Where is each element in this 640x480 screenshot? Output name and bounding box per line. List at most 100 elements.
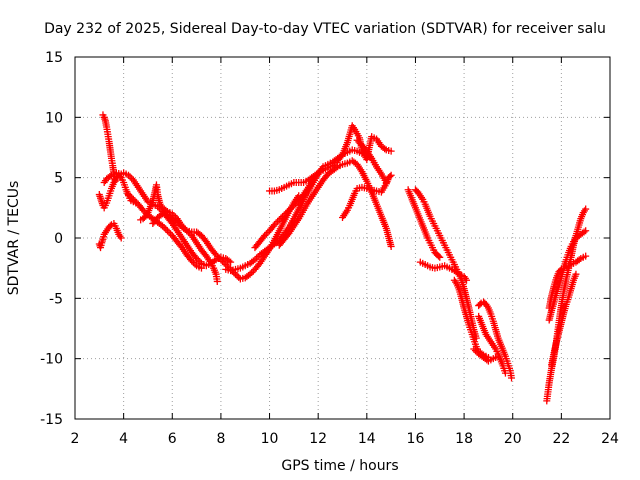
- data-point-s18: [476, 300, 484, 308]
- data-point-s13: [353, 136, 361, 144]
- data-point-s09: [282, 209, 290, 217]
- x-tick-label: 14: [358, 431, 376, 447]
- data-point-s14: [435, 252, 443, 260]
- data-point-s19: [501, 369, 509, 377]
- data-point-s06: [213, 277, 221, 285]
- grid-lines: [75, 57, 610, 419]
- x-tick-labels: 2 4 6 8 10 12 14 16 18 20 22 24: [71, 431, 619, 447]
- data-point-s20: [494, 352, 502, 360]
- y-tick-label: 10: [45, 110, 63, 126]
- x-tick-label: 16: [407, 431, 425, 447]
- data-point-s05: [163, 227, 171, 235]
- x-tick-label: 22: [552, 431, 570, 447]
- data-point-s05: [160, 224, 168, 232]
- data-point-s07: [217, 256, 225, 264]
- data-point-s10: [387, 147, 395, 155]
- data-point-s24: [572, 270, 580, 278]
- data-point-s09: [279, 213, 287, 221]
- x-tick-label: 10: [261, 431, 279, 447]
- data-point-s04: [196, 258, 204, 266]
- data-point-s09: [275, 216, 283, 224]
- y-tick-label: 5: [54, 171, 63, 187]
- y-tick-labels: -15 -10 -5 0 5 10 15: [40, 50, 63, 428]
- data-point-s06: [162, 206, 170, 214]
- data-point-s22: [575, 256, 583, 264]
- data-point-s09: [280, 211, 288, 219]
- data-point-s07: [233, 272, 241, 280]
- axis-ticks: [74, 56, 611, 420]
- data-point-s09: [270, 221, 278, 229]
- data-point-s07: [212, 251, 220, 259]
- data-point-s07: [215, 254, 223, 262]
- data-point-s05: [162, 225, 170, 233]
- data-point-s05: [159, 222, 167, 230]
- data-point-s10: [313, 170, 321, 178]
- x-tick-label: 20: [504, 431, 522, 447]
- data-point-s07: [235, 273, 243, 281]
- x-tick-label: 2: [71, 431, 80, 447]
- data-point-s12: [387, 171, 395, 179]
- data-point-s07: [181, 226, 189, 234]
- data-point-s13: [355, 138, 363, 146]
- data-point-s07: [214, 253, 222, 261]
- data-point-s09: [288, 203, 296, 211]
- x-tick-label: 12: [309, 431, 327, 447]
- data-point-s09: [285, 206, 293, 214]
- data-point-s09: [291, 200, 299, 208]
- data-point-s04: [227, 258, 235, 266]
- data-point-s05: [165, 228, 173, 236]
- data-point-s12: [386, 172, 394, 180]
- data-point-s07: [220, 259, 228, 267]
- data-point-s04: [125, 171, 132, 179]
- data-point-s16: [454, 269, 462, 277]
- data-point-s18: [508, 374, 516, 382]
- data-point-s01: [117, 234, 125, 242]
- data-point-s05: [129, 195, 137, 203]
- data-point-s09: [272, 219, 280, 227]
- x-axis-label: GPS time / hours: [281, 458, 398, 474]
- data-point-s07: [219, 257, 227, 265]
- x-tick-label: 6: [168, 431, 177, 447]
- data-point-s07: [246, 270, 254, 278]
- data-point-s04: [193, 255, 201, 263]
- x-tick-label: 8: [216, 431, 225, 447]
- data-points: [95, 111, 590, 405]
- data-point-s05: [197, 264, 205, 272]
- data-point-s20: [471, 347, 479, 355]
- data-point-s05: [125, 191, 132, 199]
- data-point-s16: [463, 276, 471, 284]
- data-point-s04: [126, 173, 134, 181]
- x-tick-label: 18: [455, 431, 473, 447]
- data-point-s07: [175, 220, 183, 228]
- data-point-s23: [582, 227, 590, 235]
- y-tick-label: -5: [49, 291, 63, 307]
- data-point-s05: [126, 192, 134, 200]
- data-point-s07: [173, 218, 181, 226]
- data-point-s11: [332, 164, 340, 172]
- data-point-s05: [188, 257, 196, 265]
- data-point-s20: [470, 345, 478, 353]
- y-tick-label: 0: [54, 231, 63, 247]
- data-point-s05: [128, 194, 136, 202]
- data-point-s09: [261, 232, 269, 240]
- y-tick-label: 15: [45, 50, 63, 66]
- data-point-s10: [381, 145, 389, 153]
- data-point-s23: [580, 228, 588, 236]
- data-point-s08: [253, 254, 261, 262]
- data-point-s21: [582, 205, 590, 213]
- data-point-s08: [251, 256, 259, 264]
- data-point-s05: [191, 260, 199, 268]
- data-point-s04: [194, 256, 202, 264]
- data-point-s09: [283, 208, 291, 216]
- data-point-s04: [225, 257, 233, 265]
- data-point-s09: [277, 214, 285, 222]
- data-point-s04: [106, 172, 114, 180]
- data-point-s09: [287, 205, 295, 213]
- data-point-s14: [436, 253, 444, 261]
- x-tick-label: 24: [601, 431, 619, 447]
- y-tick-label: -15: [40, 412, 63, 428]
- y-tick-label: -10: [40, 352, 63, 368]
- data-point-s05: [131, 197, 139, 205]
- x-tick-label: 4: [119, 431, 128, 447]
